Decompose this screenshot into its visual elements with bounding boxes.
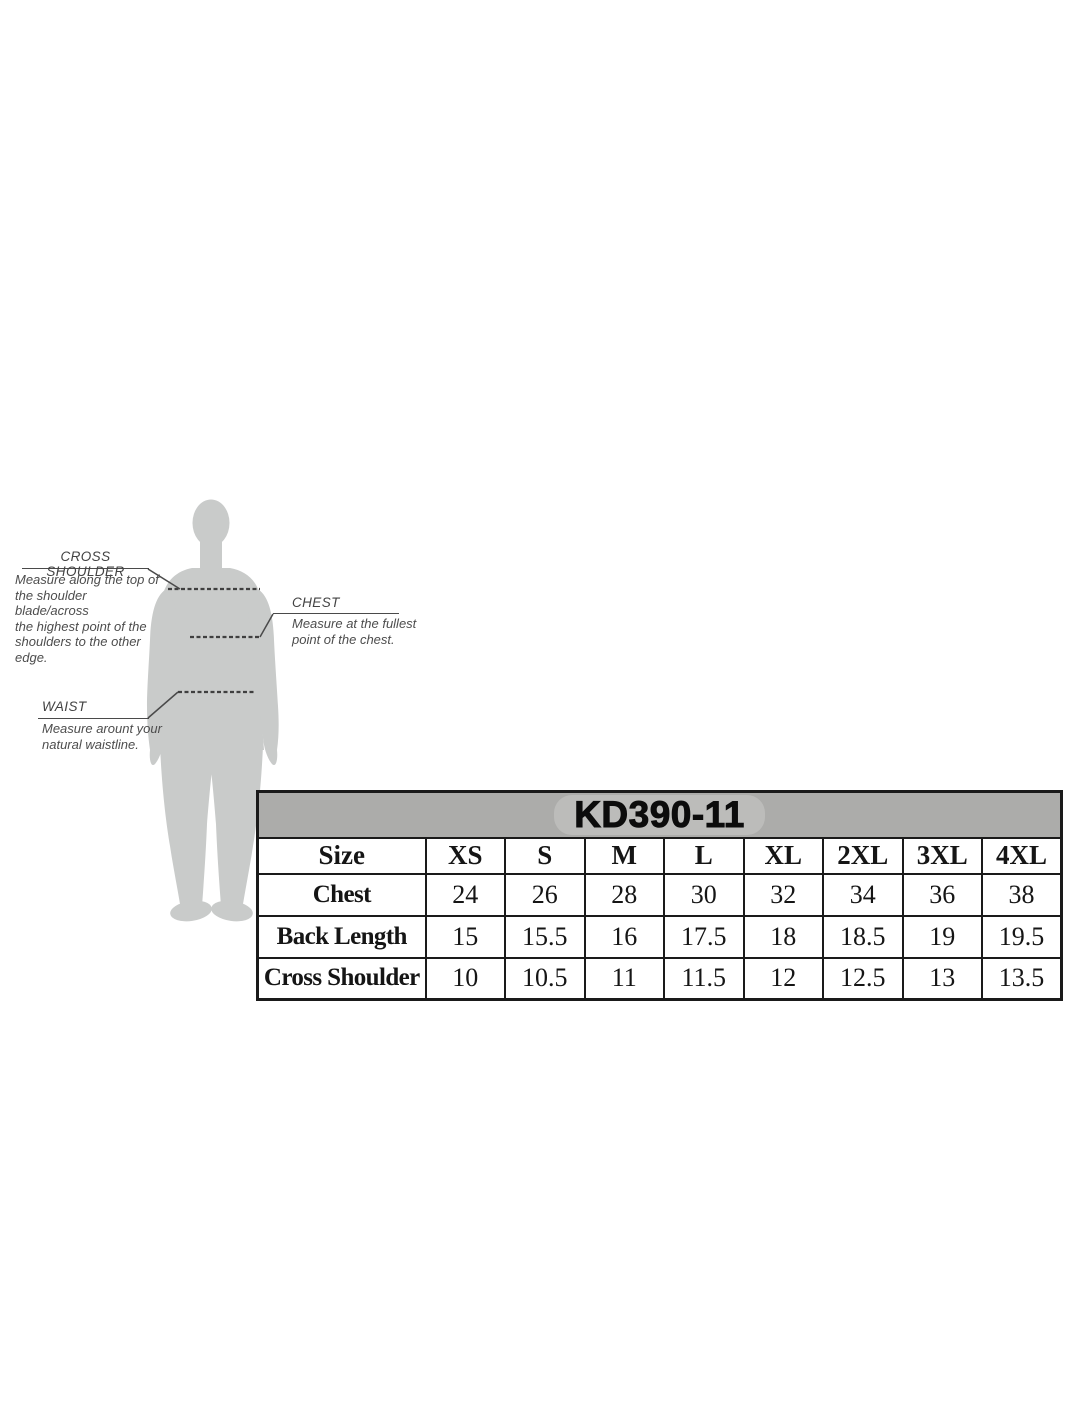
size-header-cell: M bbox=[583, 836, 665, 875]
cross-shoulder-label: CROSS SHOULDER bbox=[22, 549, 149, 579]
cross-shoulder-desc-line: Measure along the top of bbox=[15, 572, 159, 587]
table-cell: 13 bbox=[901, 956, 983, 1001]
table-cell: 15 bbox=[424, 914, 506, 959]
cross-shoulder-desc-line: the shoulder blade/across bbox=[15, 587, 89, 619]
table-cell: 36 bbox=[901, 872, 983, 917]
right-arm-shape bbox=[248, 588, 279, 766]
table-cell: 34 bbox=[822, 872, 904, 917]
neck-shape bbox=[200, 534, 222, 574]
chest-desc-line: Measure at the fullest bbox=[292, 616, 417, 631]
back-length-row: Back Length 15 15.5 16 17.5 18 18.5 19 1… bbox=[256, 914, 1063, 959]
row-label-cell: Cross Shoulder bbox=[256, 956, 427, 1001]
cross-shoulder-desc-line: the highest point of the bbox=[15, 618, 147, 634]
torso-shape bbox=[159, 568, 264, 750]
table-cell: 30 bbox=[663, 872, 745, 917]
size-header-cell: XL bbox=[742, 836, 824, 875]
table-cell: 19.5 bbox=[981, 914, 1063, 959]
table-cell: 28 bbox=[583, 872, 665, 917]
size-table: KD390-11 Size XS S M L XL 2XL 3XL 4XL Ch… bbox=[256, 790, 1063, 1001]
chest-row: Chest 24 26 28 30 32 34 36 38 bbox=[256, 872, 1063, 917]
size-header-row: Size XS S M L XL 2XL 3XL 4XL bbox=[256, 836, 1063, 875]
left-foot-shape bbox=[170, 900, 212, 922]
table-title-cell: KD390-11 bbox=[256, 790, 1063, 839]
left-leg-shape bbox=[160, 746, 214, 906]
table-title-row: KD390-11 bbox=[256, 790, 1063, 839]
left-arm-shape bbox=[147, 588, 177, 766]
cross-shoulder-desc-line: shoulders to the other bbox=[15, 634, 141, 650]
table-cell: 11 bbox=[583, 956, 665, 1001]
cross-shoulder-desc-line: edge. bbox=[15, 649, 48, 665]
size-header-cell: 2XL bbox=[822, 836, 904, 875]
waist-desc-line: Measure arount your bbox=[42, 721, 162, 736]
right-foot-shape bbox=[211, 900, 253, 922]
table-cell: 16 bbox=[583, 914, 665, 959]
table-cell: 12.5 bbox=[822, 956, 904, 1001]
table-cell: 18 bbox=[742, 914, 824, 959]
size-header-cell: L bbox=[663, 836, 745, 875]
table-cell: 15.5 bbox=[504, 914, 586, 959]
size-header-cell: 4XL bbox=[981, 836, 1063, 875]
size-header-cell: XS bbox=[424, 836, 506, 875]
cross-shoulder-leader-line bbox=[147, 568, 181, 590]
row-label-cell: Chest bbox=[256, 872, 427, 917]
chest-desc-line: point of the chest. bbox=[292, 631, 395, 647]
chest-description: Measure at the fullest point of the ches… bbox=[292, 616, 422, 647]
table-cell: 19 bbox=[901, 914, 983, 959]
size-table-container: KD390-11 Size XS S M L XL 2XL 3XL 4XL Ch… bbox=[256, 790, 1063, 1001]
chest-label: CHEST bbox=[273, 595, 399, 614]
cross-shoulder-description: Measure along the top of the shoulder bl… bbox=[15, 572, 161, 666]
waist-desc-line: natural waistline. bbox=[42, 736, 139, 752]
table-cell: 12 bbox=[742, 956, 824, 1001]
table-cell: 11.5 bbox=[663, 956, 745, 1001]
waist-label: WAIST bbox=[38, 699, 149, 719]
size-header-cell: S bbox=[504, 836, 586, 875]
table-cell: 32 bbox=[742, 872, 824, 917]
table-cell: 26 bbox=[504, 872, 586, 917]
table-cell: 17.5 bbox=[663, 914, 745, 959]
size-header-cell: Size bbox=[256, 836, 427, 875]
chest-leader-line bbox=[259, 613, 274, 638]
table-cell: 10.5 bbox=[504, 956, 586, 1001]
waist-description: Measure arount your natural waistline. bbox=[42, 721, 182, 752]
male-silhouette bbox=[147, 499, 279, 922]
table-cell: 13.5 bbox=[981, 956, 1063, 1001]
row-label-cell: Back Length bbox=[256, 914, 427, 959]
waist-leader-line bbox=[147, 691, 179, 719]
cross-shoulder-row: Cross Shoulder 10 10.5 11 11.5 12 12.5 1… bbox=[256, 956, 1063, 1001]
table-cell: 10 bbox=[424, 956, 506, 1001]
table-cell: 38 bbox=[981, 872, 1063, 917]
right-leg-shape bbox=[209, 746, 263, 906]
table-cell: 24 bbox=[424, 872, 506, 917]
size-header-cell: 3XL bbox=[901, 836, 983, 875]
table-cell: 18.5 bbox=[822, 914, 904, 959]
product-code-title: KD390-11 bbox=[554, 794, 765, 835]
